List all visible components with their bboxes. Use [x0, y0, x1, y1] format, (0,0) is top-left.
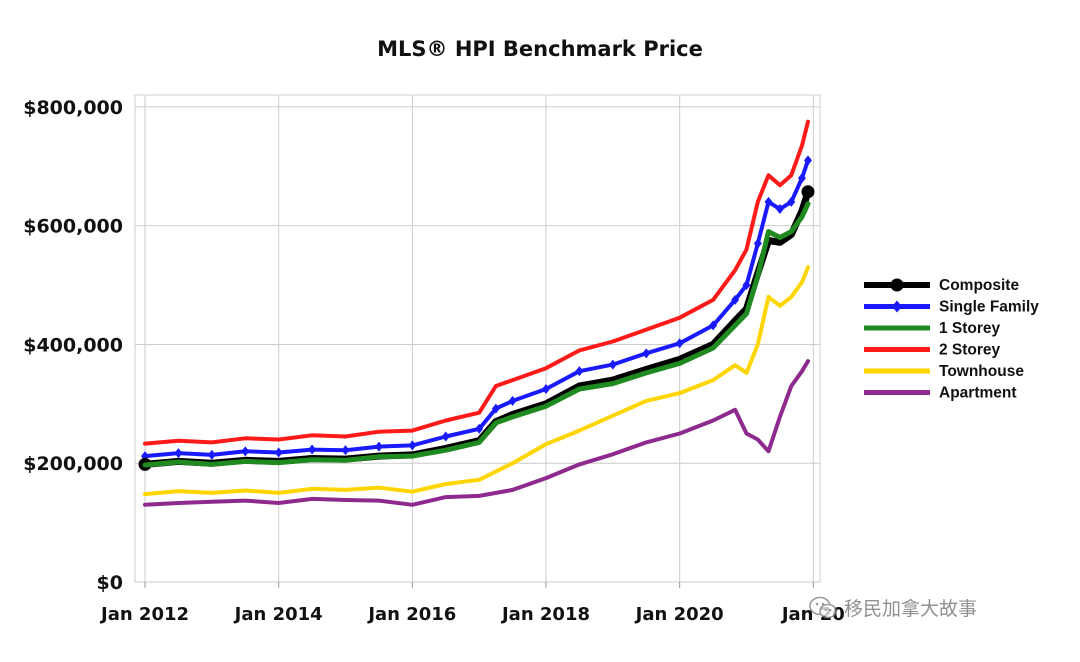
- series-point-single-family: [608, 359, 617, 370]
- series-point-single-family: [642, 348, 651, 359]
- x-tick-label: Jan 2016: [366, 604, 456, 625]
- legend-item-apartment: Apartment: [864, 385, 1017, 402]
- series-point-single-family: [731, 294, 740, 305]
- y-axis: $0 $200,000 $400,000 $600,000 $800,000: [23, 97, 123, 594]
- watermark-text: 移民加拿大故事: [844, 598, 978, 620]
- series-point-single-family: [207, 449, 216, 460]
- y-tick-label: $200,000: [23, 453, 123, 475]
- legend: Composite Single Family 1 Storey 2 Storey To…: [864, 277, 1039, 402]
- series-point-single-family: [441, 431, 450, 442]
- legend-item-2-storey: 2 Storey: [864, 342, 1001, 359]
- legend-label: 1 Storey: [939, 320, 1001, 337]
- wechat-icon: [809, 596, 837, 618]
- legend-item-1-storey: 1 Storey: [864, 320, 1001, 337]
- x-tick-label: Jan 2020: [634, 604, 724, 625]
- series-point-single-family: [787, 196, 796, 207]
- series-point-single-family: [575, 366, 584, 377]
- series-lines: [138, 119, 815, 507]
- legend-label: Composite: [939, 277, 1019, 294]
- series-point-single-family: [764, 196, 773, 207]
- x-tick-label: Jan 2012: [99, 604, 189, 625]
- series-point-single-family: [542, 383, 550, 394]
- legend-item-single-family: Single Family: [864, 299, 1039, 316]
- legend-label: 2 Storey: [939, 342, 1001, 359]
- series-point-single-family: [753, 238, 762, 249]
- series-point-single-family: [675, 338, 684, 349]
- series-point-single-family: [742, 280, 751, 291]
- series-point-single-family: [775, 204, 784, 215]
- series-point-single-family: [308, 444, 317, 455]
- legend-marker: [890, 278, 904, 292]
- series-point-composite: [801, 185, 815, 199]
- series-point-single-family: [174, 448, 183, 459]
- series-point-single-family: [274, 447, 283, 458]
- legend-label: Townhouse: [939, 363, 1024, 380]
- series-line-townhouse: [143, 265, 810, 497]
- series-point-single-family: [508, 395, 517, 406]
- legend-item-townhouse: Townhouse: [864, 363, 1024, 380]
- y-tick-label: $400,000: [23, 334, 123, 356]
- chart-title: MLS® HPI Benchmark Price: [377, 37, 703, 61]
- series-point-single-family: [241, 446, 250, 457]
- series-line-apartment: [143, 359, 810, 507]
- series-line-1-storey: [142, 201, 811, 468]
- legend-marker: [892, 300, 902, 313]
- y-tick-label: $800,000: [23, 97, 123, 119]
- x-tick-label: Jan 2018: [500, 604, 590, 625]
- x-axis: Jan 2012 Jan 2014 Jan 2016 Jan 2018 Jan 2020…: [99, 604, 845, 625]
- y-tick-label: $600,000: [23, 216, 123, 238]
- series-point-single-family: [374, 441, 383, 452]
- series-point-single-family: [491, 403, 500, 414]
- y-tick-label: $0: [97, 572, 123, 594]
- series-point-single-family: [475, 423, 484, 434]
- series-point-single-family: [797, 173, 806, 184]
- series-line-2-storey: [143, 119, 810, 446]
- series-point-single-family: [803, 155, 812, 166]
- legend-label: Single Family: [939, 299, 1039, 316]
- grid: [134, 94, 821, 588]
- series-point-single-family: [709, 320, 718, 331]
- series-point-single-family: [408, 440, 417, 451]
- x-tick-label: Jan 2014: [233, 604, 323, 625]
- legend-label: Apartment: [939, 385, 1017, 402]
- legend-item-composite: Composite: [864, 277, 1019, 294]
- watermark: 移民加拿大故事: [808, 594, 977, 621]
- series-point-single-family: [341, 445, 350, 456]
